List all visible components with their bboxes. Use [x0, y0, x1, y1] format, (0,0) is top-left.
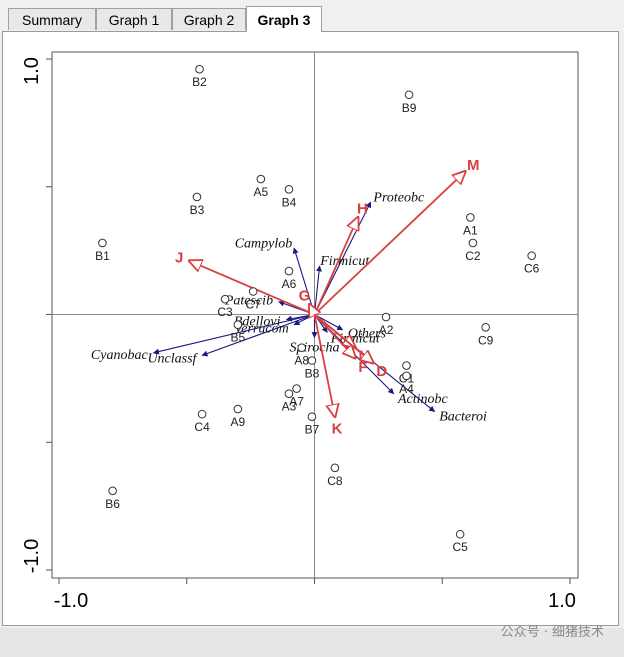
- sample-label-c3: C3: [217, 305, 233, 319]
- env-label-d: D: [376, 363, 387, 380]
- sample-point-b5: [233, 320, 243, 330]
- env-arrow-m: [313, 171, 466, 316]
- species-label-proteobc: Proteobc: [372, 191, 425, 206]
- species-label-cyanobac: Cyanobac: [91, 348, 149, 363]
- sample-point-a5: [256, 174, 266, 184]
- sample-label-b9: B9: [402, 101, 417, 115]
- sample-point-a4: [402, 371, 411, 381]
- env-label-j: J: [175, 250, 183, 267]
- sample-label-c8: C8: [327, 474, 343, 488]
- species-label-unclassf: Unclassf: [147, 351, 198, 366]
- species-label-actinobc: Actinobc: [397, 392, 449, 407]
- sample-point-c2: [468, 238, 478, 248]
- env-arrow-d: [313, 313, 374, 364]
- env-label-g: G: [299, 287, 311, 304]
- sample-point-b9: [404, 90, 414, 100]
- env-label-k: K: [332, 420, 343, 437]
- sample-point-a1: [466, 213, 475, 222]
- sample-point-a7: [292, 384, 301, 393]
- sample-point-b8: [307, 356, 317, 365]
- sample-point-b6: [108, 486, 117, 496]
- sample-point-a6: [284, 266, 294, 276]
- sample-point-c4: [197, 409, 207, 419]
- env-arrow-k: [313, 314, 335, 417]
- sample-label-a9: A9: [231, 415, 246, 429]
- species-label-bacteroi: Bacteroi: [439, 409, 487, 424]
- sample-point-b3: [192, 192, 202, 202]
- y-tick-label: -1.0: [21, 539, 43, 573]
- species-label-verrucom: Verrucom: [234, 321, 288, 336]
- sample-point-c3: [220, 294, 230, 304]
- sample-label-b5: B5: [231, 331, 246, 345]
- x-tick-label: -1.0: [54, 590, 88, 612]
- tab-graph-2[interactable]: Graph 2: [172, 8, 246, 30]
- watermark: 公众号 · 细猪技术: [500, 625, 604, 640]
- sample-label-b7: B7: [305, 423, 320, 437]
- x-tick-label: 1.0: [548, 590, 576, 612]
- sample-label-a5: A5: [254, 185, 269, 199]
- species-arrow-proteobc: [314, 201, 372, 315]
- sample-label-b4: B4: [282, 195, 297, 209]
- sample-label-a6: A6: [282, 277, 297, 291]
- sample-point-c5: [455, 529, 465, 539]
- sample-point-a2: [381, 312, 391, 322]
- sample-label-c4: C4: [194, 420, 210, 434]
- tab-graph-3[interactable]: Graph 3: [246, 6, 322, 32]
- sample-label-c7: C7: [246, 298, 262, 312]
- sample-point-c8: [330, 463, 340, 473]
- tab-summary[interactable]: Summary: [8, 8, 96, 30]
- sample-point-a9: [233, 404, 243, 414]
- species-arrow-unclassf: [201, 313, 315, 357]
- sample-label-c6: C6: [524, 262, 540, 276]
- y-tick-label: 1.0: [21, 57, 43, 85]
- sample-label-c2: C2: [465, 249, 481, 263]
- tab-bar: Summary Graph 1 Graph 2 Graph 3: [0, 0, 624, 32]
- env-label-m: M: [467, 157, 480, 174]
- sample-label-c9: C9: [478, 333, 494, 347]
- sample-point-c9: [481, 322, 490, 332]
- sample-label-b1: B1: [95, 249, 110, 263]
- species-label-bdellovi: Bdellovi: [234, 315, 281, 330]
- sample-label-a8: A8: [294, 354, 309, 368]
- species-arrow-cyanobac: [152, 313, 315, 355]
- sample-label-a1: A1: [463, 223, 478, 237]
- sample-label-a2: A2: [379, 323, 394, 337]
- env-arrow-h: [313, 217, 358, 315]
- sample-point-c1: [402, 361, 411, 370]
- species-label-firmicut: Firmicut: [319, 254, 370, 269]
- env-label-f: F: [358, 359, 367, 376]
- tab-graph-1[interactable]: Graph 1: [96, 8, 172, 30]
- sample-point-b7: [307, 412, 317, 422]
- sample-label-b6: B6: [105, 497, 120, 511]
- sample-label-b8: B8: [305, 366, 320, 380]
- sample-point-b1: [98, 238, 107, 248]
- species-arrow-campylob: [292, 247, 316, 315]
- sample-point-b2: [195, 64, 204, 74]
- status-bar: [0, 628, 624, 657]
- sample-label-a4: A4: [399, 382, 414, 396]
- env-arrow-f: [313, 313, 356, 358]
- sample-label-a3: A3: [282, 400, 297, 414]
- sample-label-c5: C5: [452, 540, 468, 554]
- sample-point-a8: [297, 343, 307, 353]
- species-label-patescib: Patescib: [224, 294, 273, 309]
- sample-point-a3: [284, 389, 294, 399]
- graph-panel: [2, 31, 619, 626]
- sample-point-c6: [527, 251, 536, 261]
- sample-label-a7: A7: [289, 395, 304, 409]
- species-label-campylob: Campylob: [235, 236, 293, 251]
- env-arrow-g: [309, 304, 314, 314]
- env-label-h: H: [357, 200, 368, 217]
- sample-point-b4: [284, 185, 294, 194]
- sample-label-b2: B2: [192, 75, 207, 89]
- sample-label-b3: B3: [190, 203, 205, 217]
- sample-point-c7: [248, 287, 258, 296]
